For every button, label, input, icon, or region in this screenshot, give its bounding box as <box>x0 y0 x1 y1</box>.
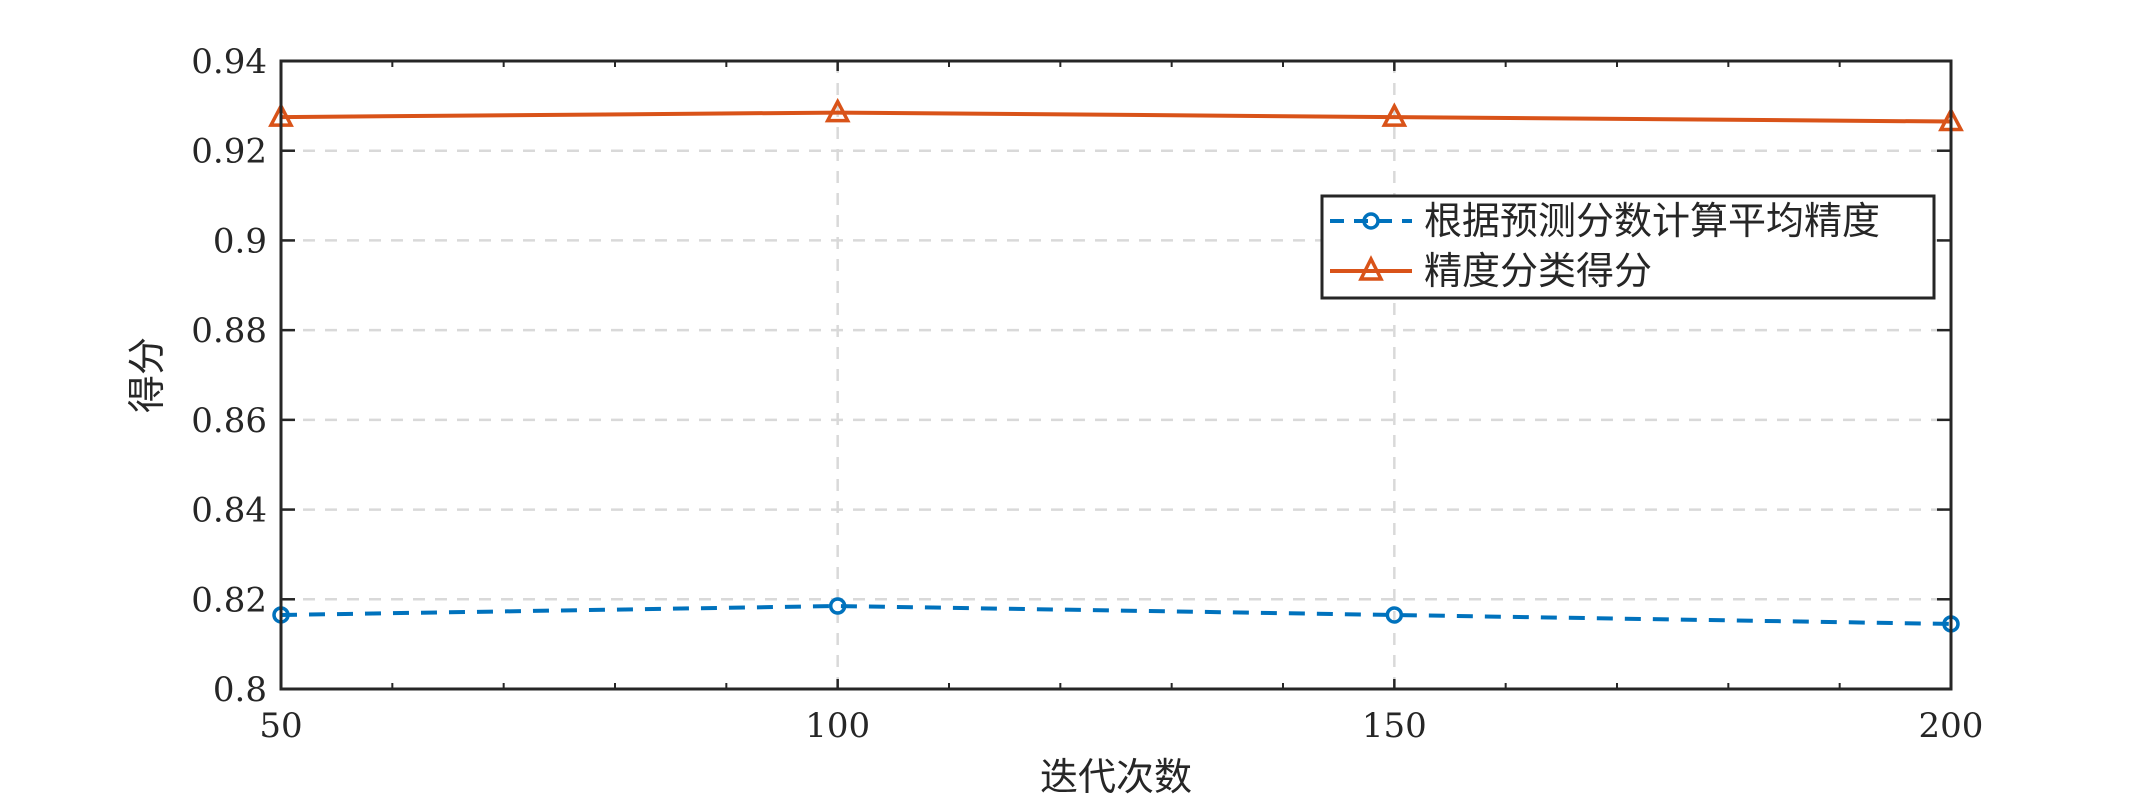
x-axis-title: 迭代次数 <box>1040 755 1192 796</box>
x-tick-label: 150 <box>1362 706 1427 746</box>
plot-background <box>281 61 1951 689</box>
y-tick-label: 0.92 <box>191 132 267 172</box>
legend[interactable]: 根据预测分数计算平均精度 精度分类得分 <box>1320 194 1936 300</box>
y-tick-label: 0.84 <box>191 491 267 531</box>
x-tick-label: 50 <box>259 706 302 746</box>
legend-marker-series-2 <box>1358 255 1384 281</box>
x-tick-label: 200 <box>1919 706 1984 746</box>
y-tick-label: 0.94 <box>191 42 267 82</box>
legend-marker-series-1 <box>1362 212 1380 230</box>
y-tick-label: 0.82 <box>191 580 267 620</box>
legend-label-series-1: 根据预测分数计算平均精度 <box>1424 199 1880 243</box>
tick-labels: 50 100 150 200 0.8 0.82 0.84 0.86 0.88 0.9 0.92 0.9… <box>191 42 1983 746</box>
x-tick-label: 100 <box>805 706 870 746</box>
legend-box <box>1320 194 1936 300</box>
data-point-circle <box>828 597 847 615</box>
data-point-circle <box>1385 606 1404 624</box>
y-axis-title: 得分 <box>125 337 169 413</box>
legend-label-series-2: 精度分类得分 <box>1424 249 1652 293</box>
y-tick-label: 0.86 <box>191 401 267 441</box>
series-line-2 <box>280 110 1952 124</box>
y-tick-label: 0.88 <box>191 311 267 351</box>
y-tick-label: 0.8 <box>213 670 267 710</box>
data-point-triangle <box>1381 102 1408 127</box>
plot-frame <box>279 59 1953 691</box>
data-point-triangle <box>824 97 851 123</box>
y-tick-label: 0.9 <box>213 221 267 261</box>
